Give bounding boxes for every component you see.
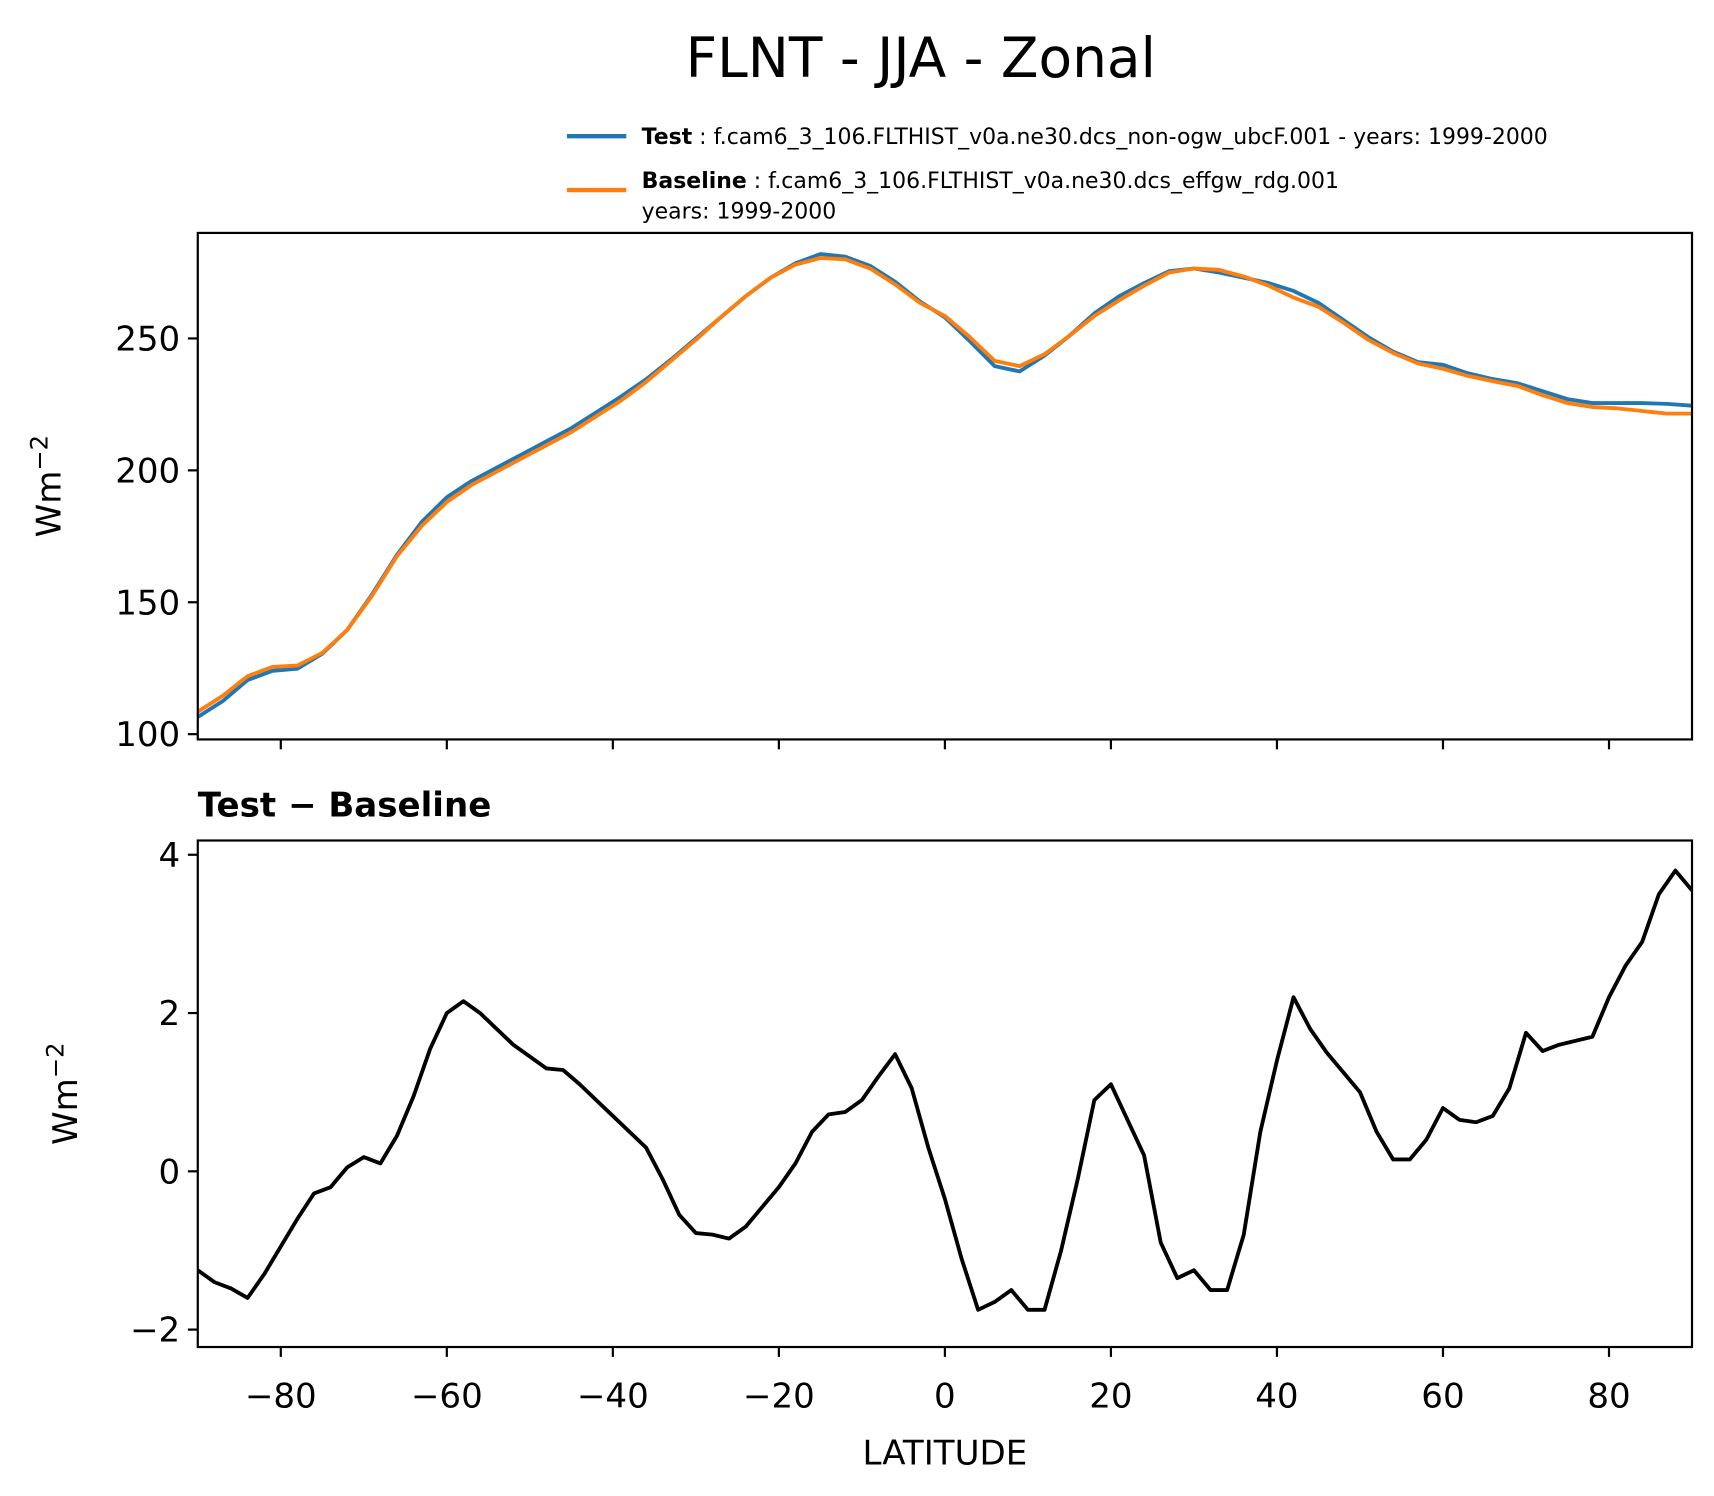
y-tick-label: 250	[115, 320, 180, 360]
y-axis-label-sup: −2	[42, 1043, 70, 1079]
y-tick-label: 200	[115, 451, 180, 491]
x-tick-label: 80	[1587, 1376, 1630, 1416]
y-tick-label: −2	[130, 1311, 180, 1351]
legend-label: Baseline : f.cam6_3_106.FLTHIST_v0a.ne30…	[642, 169, 1339, 194]
legend-text: years: 1999-2000	[642, 200, 837, 225]
y-tick-label: 150	[115, 583, 180, 623]
x-tick-label: −80	[245, 1376, 317, 1416]
y-tick-label: 100	[115, 715, 180, 755]
y-axis-label-sup: −2	[25, 435, 53, 471]
plot-frame	[196, 231, 1694, 741]
y-tick-label: 2	[159, 994, 181, 1034]
y-axis-label-base: Wm	[29, 471, 69, 538]
x-tick-label: 20	[1089, 1376, 1132, 1416]
x-tick-label: 0	[934, 1376, 956, 1416]
legend-sep: :	[747, 169, 768, 194]
legend-text: f.cam6_3_106.FLTHIST_v0a.ne30.dcs_non-og…	[714, 125, 1548, 150]
y-axis-label: Wm−2	[25, 435, 69, 537]
x-tick-label: −20	[743, 1376, 815, 1416]
legend-name: Test	[642, 125, 693, 150]
legend-label: Test : f.cam6_3_106.FLTHIST_v0a.ne30.dcs…	[642, 125, 1548, 150]
x-tick-label: 40	[1255, 1376, 1298, 1416]
series-line	[197, 252, 1693, 719]
y-axis-label-base: Wm	[46, 1078, 86, 1145]
y-tick-label: 0	[159, 1152, 181, 1192]
legend-name: Baseline	[642, 169, 747, 194]
plot-frame	[196, 839, 1694, 1349]
x-tick-label: 60	[1421, 1376, 1464, 1416]
figure-title: FLNT - JJA - Zonal	[686, 26, 1156, 90]
legend-text: f.cam6_3_106.FLTHIST_v0a.ne30.dcs_effgw_…	[768, 169, 1339, 194]
x-tick-label: −60	[411, 1376, 483, 1416]
y-tick-label: 4	[159, 836, 181, 876]
x-axis-label: LATITUDE	[863, 1434, 1028, 1474]
series-line	[197, 868, 1693, 1312]
y-axis-label: Wm−2	[42, 1043, 86, 1145]
x-tick-label: −40	[577, 1376, 649, 1416]
subplot-title: Test − Baseline	[198, 785, 492, 825]
legend-sep: :	[692, 125, 713, 150]
series-line	[197, 256, 1693, 714]
